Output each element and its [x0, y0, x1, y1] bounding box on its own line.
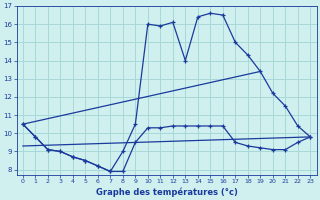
X-axis label: Graphe des températures (°c): Graphe des températures (°c) [96, 187, 237, 197]
